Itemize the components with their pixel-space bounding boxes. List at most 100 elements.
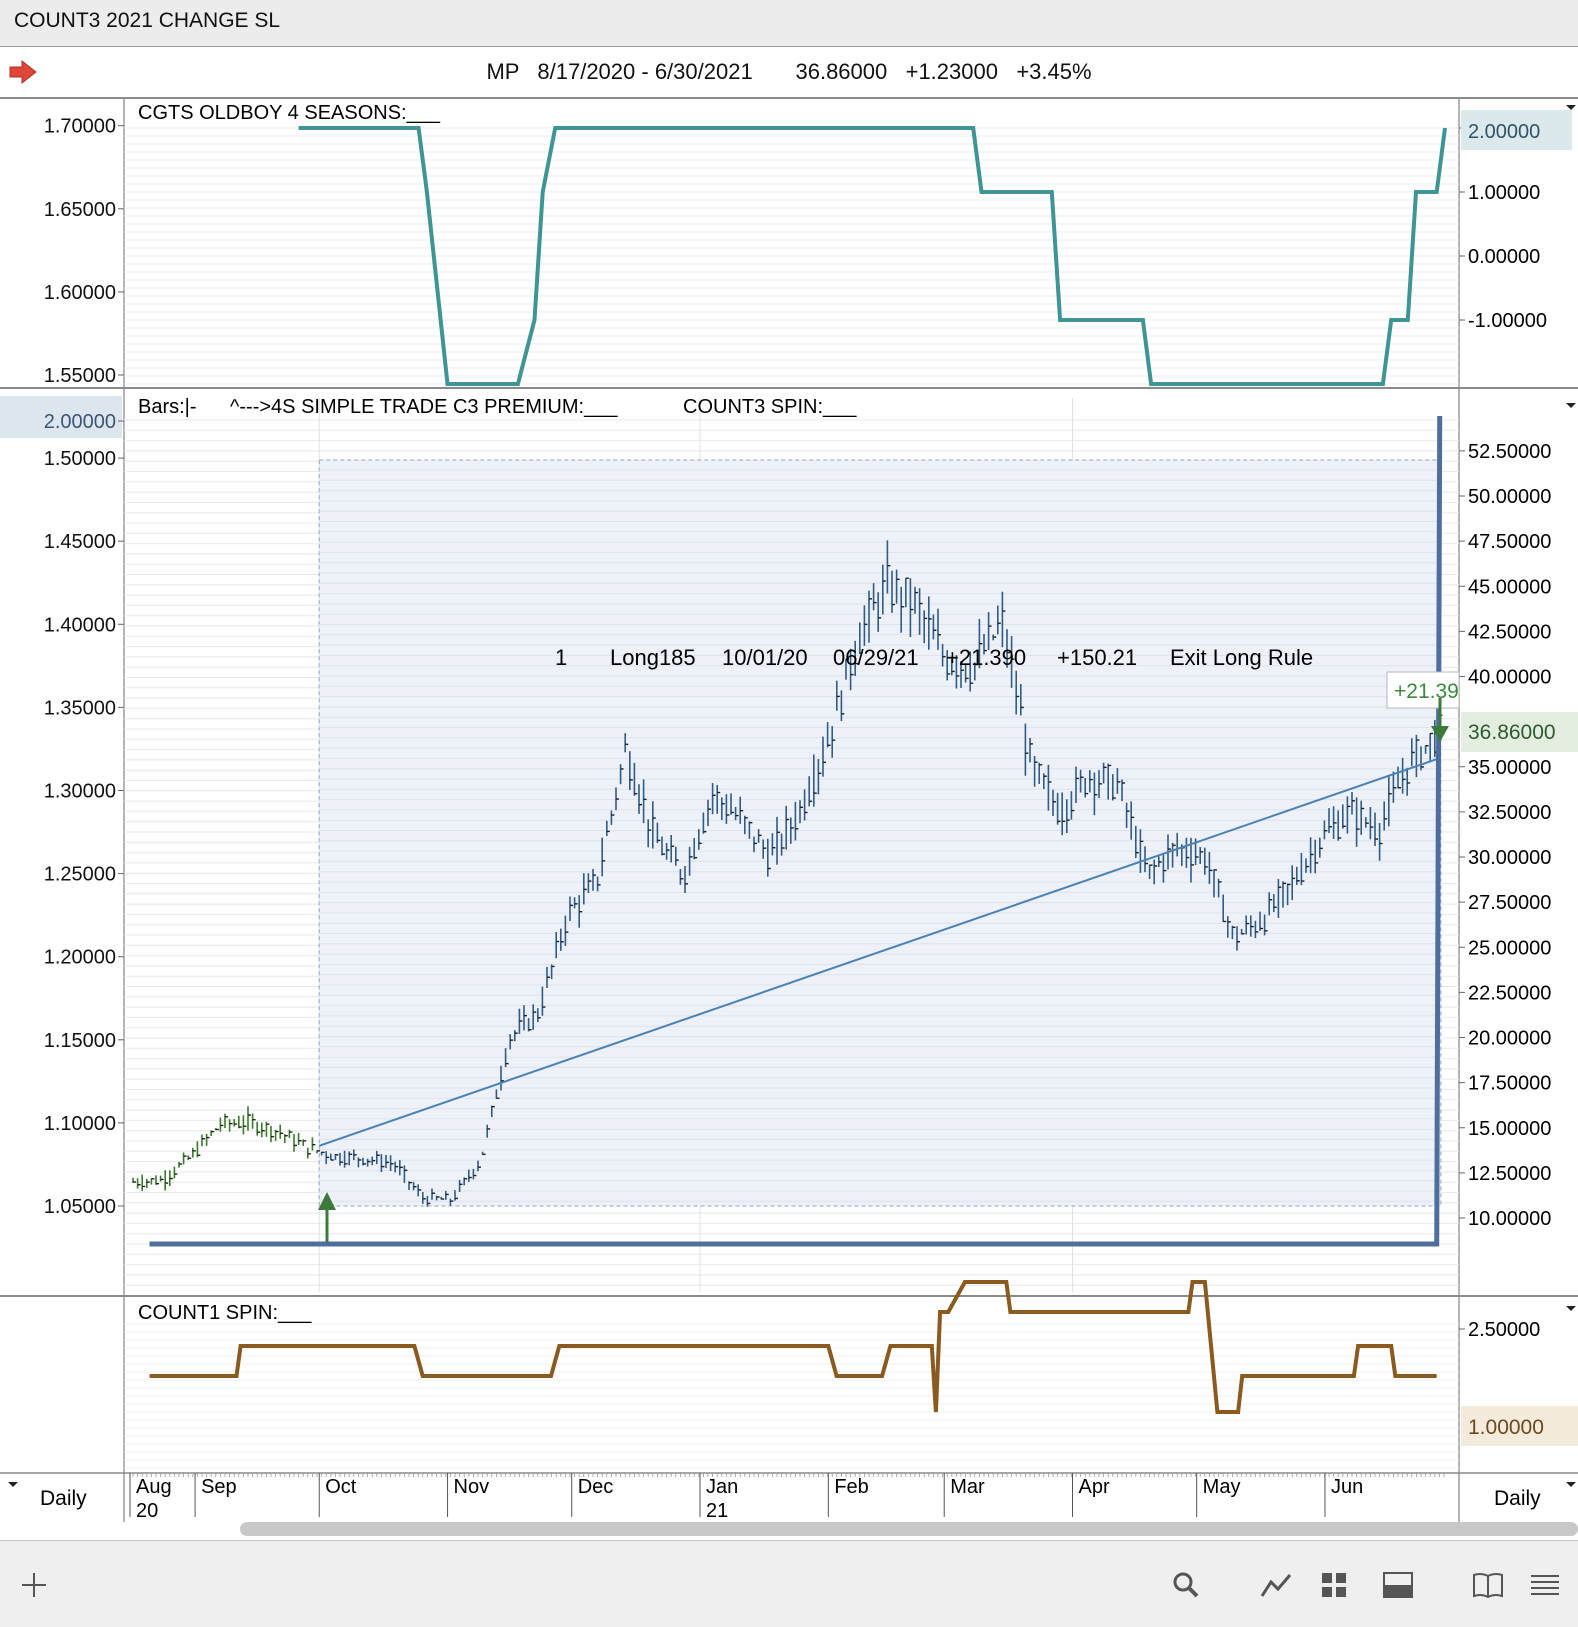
horizontal-scrollbar[interactable] <box>240 1522 1578 1536</box>
right-y-tick-label: 40.00000 <box>1468 667 1551 689</box>
last-price-label: 36.86000 <box>1468 721 1556 744</box>
left-y-tick-label: 1.15000 <box>44 1030 116 1052</box>
trade-rule: Exit Long Rule <box>1170 645 1313 670</box>
right-y-tick-label: 10.00000 <box>1468 1208 1551 1230</box>
right-y-tick-label: 50.00000 <box>1468 486 1551 508</box>
left-y-tick-label: 1.55000 <box>44 365 116 387</box>
y-tick-label: 0.00000 <box>1468 246 1540 268</box>
month-label: Sep <box>201 1476 237 1498</box>
last-price: 36.86000 <box>795 59 888 84</box>
legend-spin: COUNT3 SPIN:___ <box>683 396 857 418</box>
right-panel-menu-icon[interactable] <box>1566 403 1576 408</box>
quote-stats: MP 8/17/2020 - 6/30/2021 36.86000 +1.230… <box>0 59 1578 85</box>
chart-area[interactable]: CGTS OLDBOY 4 SEASONS:___ 2.00000 1.00000… <box>0 98 1578 1522</box>
month-label: Dec <box>578 1476 614 1498</box>
right-y-tick-label: 17.50000 <box>1468 1073 1551 1095</box>
month-label: Jan <box>706 1476 738 1498</box>
book-icon[interactable] <box>1468 1565 1508 1605</box>
y-tick-label: 2.50000 <box>1468 1319 1540 1341</box>
top-panel-menu-icon[interactable] <box>1566 105 1576 110</box>
left-y-tick-label: 1.70000 <box>44 116 116 138</box>
right-y-tick-label: 47.50000 <box>1468 531 1551 553</box>
left-y-tick-label: 1.10000 <box>44 1113 116 1135</box>
y-tick-label: -1.00000 <box>1468 310 1547 332</box>
left-y-tick-label: 1.60000 <box>44 282 116 304</box>
grid-icon[interactable] <box>1314 1565 1354 1605</box>
month-label: Feb <box>834 1476 868 1498</box>
time-axis[interactable]: Aug Sep Oct Nov Dec Jan Feb Mar Apr May Jun 20 21 <box>129 1473 1445 1522</box>
right-y-tick-label: 15.00000 <box>1468 1118 1551 1140</box>
symbol-info-bar: MP 8/17/2020 - 6/30/2021 36.86000 +1.230… <box>0 47 1578 99</box>
left-y-tick-label: 1.35000 <box>44 697 116 719</box>
right-y-tick-label: 25.00000 <box>1468 937 1551 959</box>
seasons-series-line[interactable] <box>298 126 1447 386</box>
left-y-tick-label: 1.25000 <box>44 864 116 886</box>
right-y-tick-label: 42.50000 <box>1468 621 1551 643</box>
month-label: Mar <box>950 1476 985 1498</box>
month-label: Aug <box>136 1476 172 1498</box>
exit-arrow-icon[interactable] <box>1431 698 1449 742</box>
trade-exit-date: 06/29/21 <box>833 645 919 670</box>
month-label: Jun <box>1331 1476 1363 1498</box>
panel-icon[interactable] <box>1378 1565 1418 1605</box>
arrow-right-icon[interactable] <box>8 59 38 90</box>
trade-range-box[interactable] <box>318 459 1442 1207</box>
trade-annotation: 1 Long185 10/01/20 06/29/21 +21.390 +150… <box>555 645 1313 670</box>
date-range: 8/17/2020 - 6/30/2021 <box>537 59 753 84</box>
left-y-tick-label: 1.05000 <box>44 1196 116 1218</box>
right-y-tick-label: 12.50000 <box>1468 1163 1551 1185</box>
price-bars[interactable] <box>132 540 1443 1207</box>
bottom-last-value: 1.00000 <box>1468 1416 1544 1439</box>
list-icon[interactable] <box>1525 1565 1565 1605</box>
bottom-panel-grid <box>124 1323 1459 1469</box>
right-y-tick-label: 45.00000 <box>1468 576 1551 598</box>
timeframe-right[interactable]: Daily <box>1494 1487 1541 1510</box>
search-icon[interactable] <box>1166 1565 1206 1605</box>
month-label: May <box>1203 1476 1241 1498</box>
left-y-tick-label: 1.50000 <box>44 448 116 470</box>
left-y-tick-label: 1.45000 <box>44 531 116 553</box>
right-y-tick-label: 22.50000 <box>1468 982 1551 1004</box>
trade-entry-date: 10/01/20 <box>722 645 808 670</box>
right-y-tick-label: 20.00000 <box>1468 1028 1551 1050</box>
month-label: Oct <box>325 1476 357 1498</box>
month-label: Apr <box>1079 1476 1110 1498</box>
price-change-pct: +3.45% <box>1016 59 1092 84</box>
spin-series-line[interactable] <box>149 1280 1437 1414</box>
symbol: MP <box>486 59 520 84</box>
trade-pct: +150.21 <box>1057 645 1137 670</box>
trade-badge-bg <box>1386 671 1460 709</box>
bottom-last-value-bg <box>1461 1406 1578 1446</box>
top-last-value: 2.00000 <box>1468 121 1540 143</box>
main-panel-legend: Bars:|- ^--->4S SIMPLE TRADE C3 PREMIUM:… <box>138 396 857 418</box>
entry-arrow-icon[interactable] <box>318 1192 336 1242</box>
y-tick-label: 1.00000 <box>1468 182 1540 204</box>
last-price-bg <box>1461 712 1578 752</box>
top-panel-title: CGTS OLDBOY 4 SEASONS:___ <box>138 102 441 124</box>
timeframe-left[interactable]: Daily <box>40 1487 87 1510</box>
bottom-panel-title: COUNT1 SPIN:___ <box>138 1302 312 1324</box>
left-timeframe-menu-icon[interactable] <box>8 1482 18 1487</box>
left-y-tick-label: 1.20000 <box>44 947 116 969</box>
draw-line-icon[interactable] <box>1256 1565 1296 1605</box>
window-title: COUNT3 2021 CHANGE SL <box>14 9 281 32</box>
top-last-value-bg <box>1461 110 1572 150</box>
top-panel-grid <box>124 127 1459 385</box>
main-right-y-axis: 52.50000 50.00000 47.50000 45.00000 42.50000… <box>1459 441 1551 1230</box>
left-y-tick-label: 1.40000 <box>44 614 116 636</box>
trade-side: Long185 <box>610 645 696 670</box>
main-left-y-axis: 2.000001.950001.900001.850001.800001.750… <box>44 116 124 1218</box>
plus-icon[interactable] <box>14 1565 54 1605</box>
year-label: 20 <box>136 1500 158 1522</box>
right-y-tick-label: 35.00000 <box>1468 757 1551 779</box>
price-change: +1.23000 <box>905 59 998 84</box>
right-y-tick-label: 30.00000 <box>1468 847 1551 869</box>
bottom-panel-menu-icon[interactable] <box>1566 1306 1576 1311</box>
right-y-tick-label: 52.50000 <box>1468 441 1551 463</box>
right-timeframe-menu-icon[interactable] <box>1566 1482 1576 1487</box>
trend-line[interactable] <box>318 756 1442 1147</box>
bottom-panel-y-axis: 2.50000 <box>1459 1319 1540 1341</box>
trade-points: +21.390 <box>946 645 1026 670</box>
legend-bars: Bars:|- <box>138 396 197 418</box>
month-label: Nov <box>454 1476 490 1498</box>
